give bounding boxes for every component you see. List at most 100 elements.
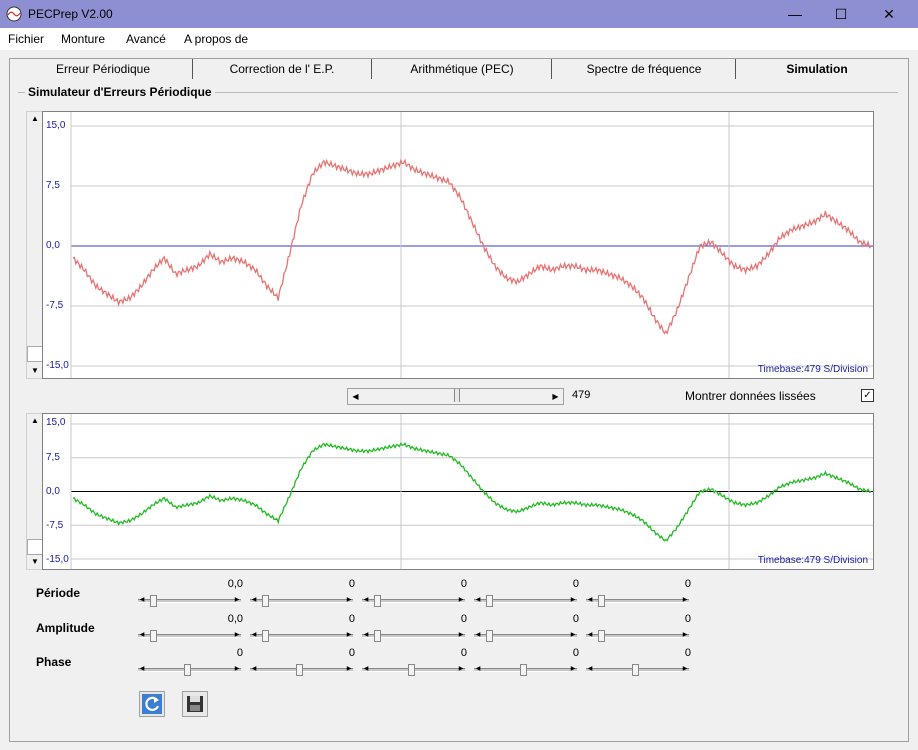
- param-slider[interactable]: ◀ ▶: [586, 595, 689, 607]
- slider-right-icon[interactable]: ▶: [346, 666, 352, 672]
- slider-knob[interactable]: [184, 664, 191, 676]
- y-tick-label: 15,0: [46, 120, 66, 131]
- param-slider[interactable]: ◀ ▶: [586, 664, 689, 676]
- param-slider[interactable]: ◀ ▶: [250, 630, 353, 642]
- param-value: 0,0: [227, 613, 243, 625]
- scroll-thumb[interactable]: [27, 539, 43, 555]
- slider-track: [138, 599, 241, 603]
- slider-right-icon[interactable]: ▶: [570, 666, 576, 672]
- refresh-button[interactable]: [139, 691, 165, 717]
- series-line: [72, 158, 872, 335]
- slider-knob[interactable]: [262, 595, 269, 607]
- slider-knob[interactable]: [632, 664, 639, 676]
- param-value: 0: [348, 647, 355, 659]
- slider-left-icon[interactable]: ◀: [251, 632, 257, 638]
- slider-left-icon[interactable]: ◀: [139, 666, 145, 672]
- slider-left-icon[interactable]: ◀: [475, 666, 481, 672]
- slider-knob[interactable]: [598, 630, 605, 642]
- maximize-button[interactable]: ☐: [834, 6, 848, 22]
- slider-track: [138, 634, 241, 638]
- slider-right-icon[interactable]: ▶: [234, 666, 240, 672]
- tab-erreur-periodique[interactable]: Erreur Périodique: [14, 59, 193, 79]
- param-value: 0: [460, 578, 467, 590]
- slider-left-icon[interactable]: ◀: [139, 632, 145, 638]
- tab-spectre[interactable]: Spectre de fréquence: [553, 59, 736, 79]
- param-slider[interactable]: ◀ ▶: [138, 664, 241, 676]
- param-value: 0: [236, 647, 243, 659]
- slider-left-icon[interactable]: ◀: [587, 632, 593, 638]
- menu-avance[interactable]: Avancé: [126, 32, 166, 46]
- param-slider[interactable]: ◀ ▶: [474, 630, 577, 642]
- slider-left-icon[interactable]: ◀: [363, 666, 369, 672]
- slider-left-icon[interactable]: ◀: [363, 632, 369, 638]
- param-slider[interactable]: ◀ ▶: [586, 630, 689, 642]
- param-slider[interactable]: ◀ ▶: [474, 664, 577, 676]
- scroll-up-icon[interactable]: ▲: [31, 114, 39, 123]
- slider-left-icon[interactable]: ◀: [251, 666, 257, 672]
- menu-a-propos[interactable]: A propos de: [184, 32, 249, 46]
- slider-right-icon[interactable]: ▶: [682, 632, 688, 638]
- slider-knob[interactable]: [296, 664, 303, 676]
- param-slider[interactable]: ◀ ▶: [138, 595, 241, 607]
- y-tick-label: -7,5: [46, 520, 64, 531]
- param-slider[interactable]: ◀ ▶: [362, 664, 465, 676]
- y-tick-label: 7,5: [46, 180, 60, 191]
- slider-right-icon[interactable]: ▶: [234, 597, 240, 603]
- menu-fichier[interactable]: Fichier: [8, 32, 45, 46]
- slider-knob[interactable]: [150, 595, 157, 607]
- slider-left-icon[interactable]: ◀: [139, 597, 145, 603]
- slider-left-icon[interactable]: ◀: [475, 632, 481, 638]
- param-value: 0: [572, 647, 579, 659]
- slider-left-icon[interactable]: ◀: [363, 597, 369, 603]
- scroll-right-icon[interactable]: ▶: [552, 392, 559, 401]
- slider-knob[interactable]: [598, 595, 605, 607]
- tab-arithmetique[interactable]: Arithmétique (PEC): [373, 59, 552, 79]
- menu-monture[interactable]: Monture: [61, 32, 106, 46]
- slider-left-icon[interactable]: ◀: [251, 597, 257, 603]
- scroll-up-icon[interactable]: ▲: [31, 416, 39, 425]
- param-slider[interactable]: ◀ ▶: [362, 630, 465, 642]
- slider-right-icon[interactable]: ▶: [346, 632, 352, 638]
- param-slider[interactable]: ◀ ▶: [138, 630, 241, 642]
- slider-left-icon[interactable]: ◀: [587, 597, 593, 603]
- scroll-down-icon[interactable]: ▼: [31, 557, 39, 566]
- slider-knob[interactable]: [374, 630, 381, 642]
- param-slider[interactable]: ◀ ▶: [362, 595, 465, 607]
- slider-right-icon[interactable]: ▶: [458, 666, 464, 672]
- time-scroll-thumb[interactable]: [454, 389, 460, 402]
- slider-right-icon[interactable]: ▶: [682, 597, 688, 603]
- time-scroll-value: 479: [572, 389, 591, 401]
- slider-right-icon[interactable]: ▶: [458, 597, 464, 603]
- param-slider[interactable]: ◀ ▶: [474, 595, 577, 607]
- window-title: PECPrep V2.00: [28, 7, 113, 21]
- save-button[interactable]: [182, 691, 208, 717]
- scroll-down-icon[interactable]: ▼: [31, 366, 39, 375]
- slider-left-icon[interactable]: ◀: [475, 597, 481, 603]
- slider-right-icon[interactable]: ▶: [346, 597, 352, 603]
- slider-right-icon[interactable]: ▶: [570, 597, 576, 603]
- slider-left-icon[interactable]: ◀: [587, 666, 593, 672]
- param-slider[interactable]: ◀ ▶: [250, 664, 353, 676]
- slider-knob[interactable]: [520, 664, 527, 676]
- tab-correction[interactable]: Correction de l' E.P.: [193, 59, 372, 79]
- scroll-thumb[interactable]: [27, 346, 43, 362]
- tab-simulation[interactable]: Simulation: [786, 62, 848, 76]
- slider-right-icon[interactable]: ▶: [458, 632, 464, 638]
- param-slider[interactable]: ◀ ▶: [250, 595, 353, 607]
- slider-right-icon[interactable]: ▶: [570, 632, 576, 638]
- slider-knob[interactable]: [150, 630, 157, 642]
- group-divider: [18, 92, 898, 93]
- time-scrollbar[interactable]: ◀ ▶: [347, 388, 564, 405]
- slider-knob[interactable]: [262, 630, 269, 642]
- slider-right-icon[interactable]: ▶: [234, 632, 240, 638]
- scroll-left-icon[interactable]: ◀: [352, 392, 359, 401]
- slider-knob[interactable]: [374, 595, 381, 607]
- slider-knob[interactable]: [486, 595, 493, 607]
- amplitude-label: Amplitude: [36, 621, 95, 635]
- slider-knob[interactable]: [486, 630, 493, 642]
- close-button[interactable]: ✕: [883, 6, 895, 22]
- smoothed-data-checkbox[interactable]: ✓: [861, 389, 874, 402]
- slider-right-icon[interactable]: ▶: [682, 666, 688, 672]
- minimize-button[interactable]: —: [788, 6, 802, 22]
- slider-knob[interactable]: [408, 664, 415, 676]
